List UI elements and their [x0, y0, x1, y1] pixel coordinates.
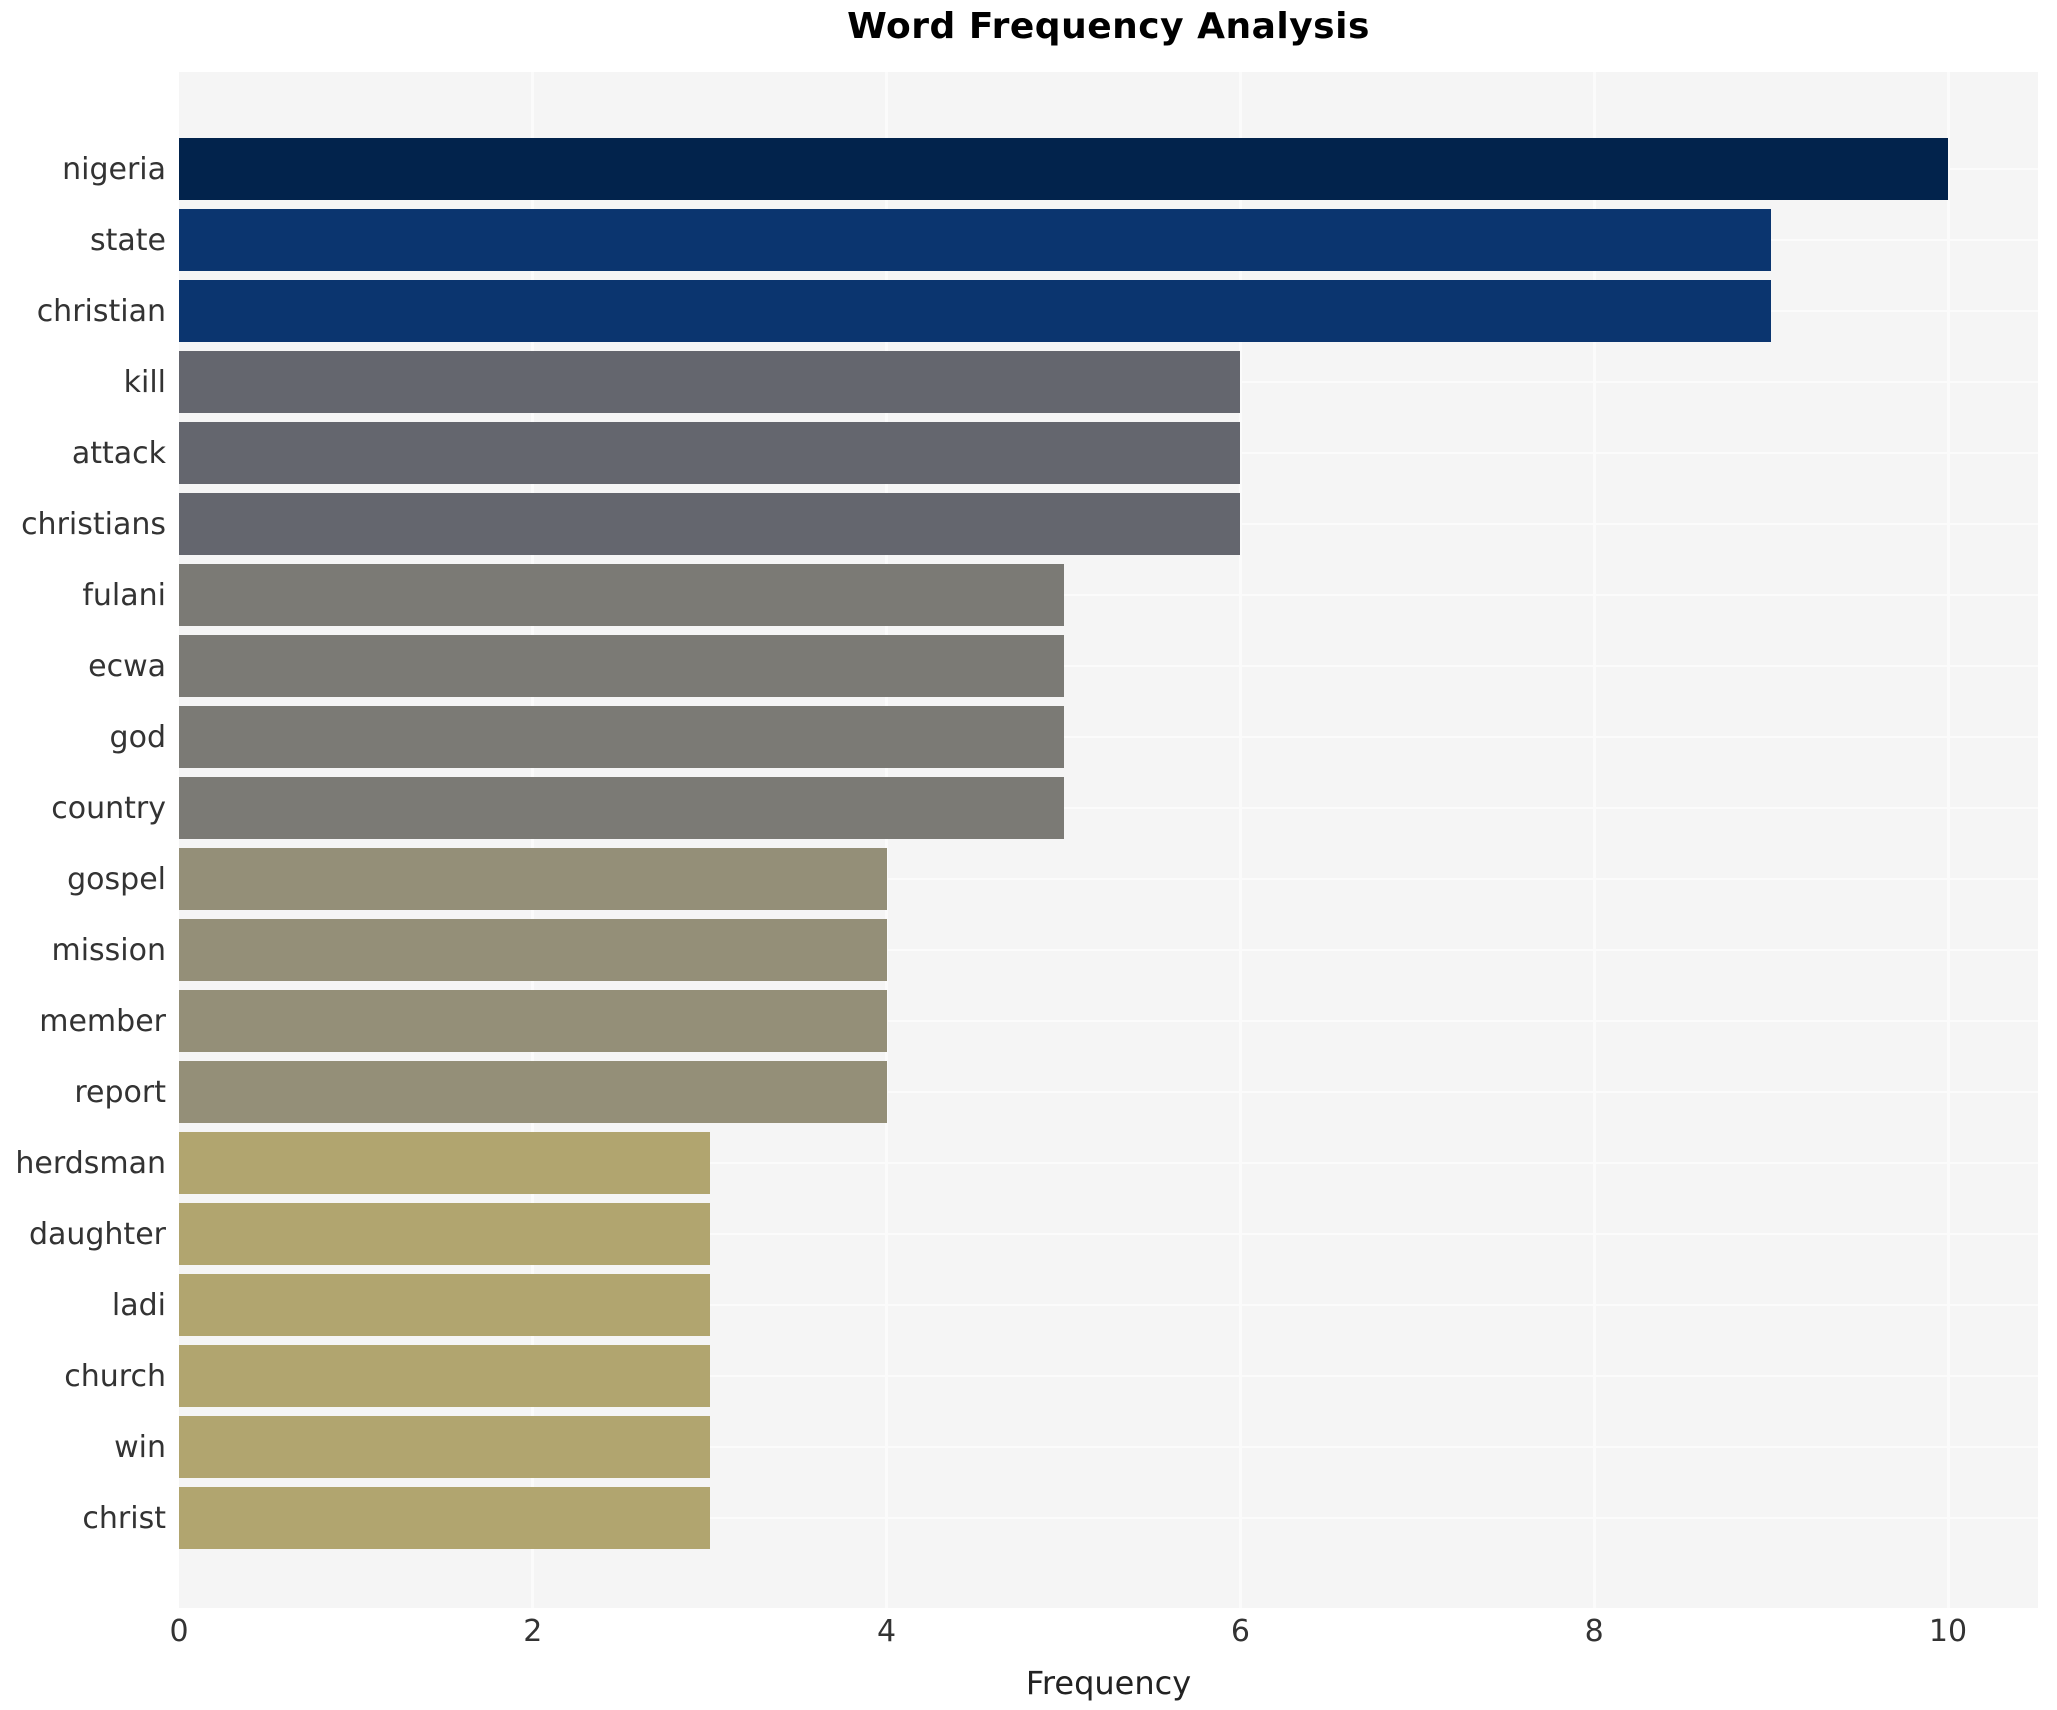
bar-country: [179, 777, 1064, 839]
category-label-christ: christ: [82, 1500, 166, 1536]
x-tick-label: 2: [523, 1614, 543, 1649]
category-label-christians: christians: [21, 506, 166, 542]
category-label-god: god: [109, 719, 166, 755]
category-label-report: report: [74, 1074, 166, 1110]
category-label-attack: attack: [71, 435, 166, 471]
vertical-gridline: [885, 72, 889, 1608]
bar-mission: [179, 919, 887, 981]
category-label-country: country: [51, 790, 166, 826]
category-label-kill: kill: [123, 364, 166, 400]
bar-ecwa: [179, 635, 1064, 697]
horizontal-gridline: [179, 949, 2038, 951]
x-tick-label: 10: [1928, 1614, 1968, 1649]
horizontal-gridline: [179, 1162, 2038, 1164]
horizontal-gridline: [179, 807, 2038, 809]
bar-attack: [179, 422, 1241, 484]
horizontal-gridline: [179, 736, 2038, 738]
bar-state: [179, 209, 1772, 271]
bar-church: [179, 1345, 710, 1407]
bar-nigeria: [179, 138, 1948, 200]
bar-herdsman: [179, 1132, 710, 1194]
category-label-herdsman: herdsman: [15, 1145, 166, 1181]
bar-god: [179, 706, 1064, 768]
category-label-daughter: daughter: [28, 1216, 166, 1252]
vertical-gridline: [1946, 72, 1950, 1608]
x-axis-ticks: 0 2 4 6 8 10: [0, 1614, 2057, 1654]
vertical-gridline: [1238, 72, 1242, 1608]
category-label-ladi: ladi: [111, 1287, 166, 1323]
bar-kill: [179, 351, 1241, 413]
horizontal-gridline: [179, 878, 2038, 880]
bar-member: [179, 990, 887, 1052]
bar-ladi: [179, 1274, 710, 1336]
bar-christ: [179, 1487, 710, 1549]
bar-report: [179, 1061, 887, 1123]
x-tick-label: 0: [169, 1614, 189, 1649]
x-tick-label: 6: [1230, 1614, 1250, 1649]
bar-gospel: [179, 848, 887, 910]
category-label-member: member: [39, 1003, 166, 1039]
horizontal-gridline: [179, 1446, 2038, 1448]
horizontal-gridline: [179, 1375, 2038, 1377]
category-label-win: win: [114, 1429, 166, 1465]
category-label-christian: christian: [36, 293, 166, 329]
plot-area: [179, 72, 2038, 1608]
chart-title: Word Frequency Analysis: [847, 6, 1370, 47]
horizontal-gridline: [179, 1304, 2038, 1306]
category-label-fulani: fulani: [82, 577, 166, 613]
bar-fulani: [179, 564, 1064, 626]
vertical-gridline: [1592, 72, 1596, 1608]
horizontal-gridline: [179, 1091, 2038, 1093]
horizontal-gridline: [179, 1517, 2038, 1519]
category-label-mission: mission: [51, 932, 166, 968]
bar-win: [179, 1416, 710, 1478]
vertical-gridline: [531, 72, 535, 1608]
horizontal-gridline: [179, 1020, 2038, 1022]
category-label-gospel: gospel: [67, 861, 166, 897]
horizontal-gridline: [179, 594, 2038, 596]
x-axis-title: Frequency: [1025, 1664, 1192, 1702]
bar-christians: [179, 493, 1241, 555]
y-axis-labels: nigeria state christian kill attack christian…: [0, 72, 166, 1608]
bar-daughter: [179, 1203, 710, 1265]
bar-christian: [179, 280, 1772, 342]
horizontal-gridline: [179, 665, 2038, 667]
horizontal-gridline: [179, 1233, 2038, 1235]
category-label-ecwa: ecwa: [88, 648, 166, 684]
x-tick-label: 4: [877, 1614, 897, 1649]
category-label-nigeria: nigeria: [62, 151, 166, 187]
category-label-church: church: [64, 1358, 166, 1394]
category-label-state: state: [90, 222, 166, 258]
x-tick-label: 8: [1584, 1614, 1604, 1649]
